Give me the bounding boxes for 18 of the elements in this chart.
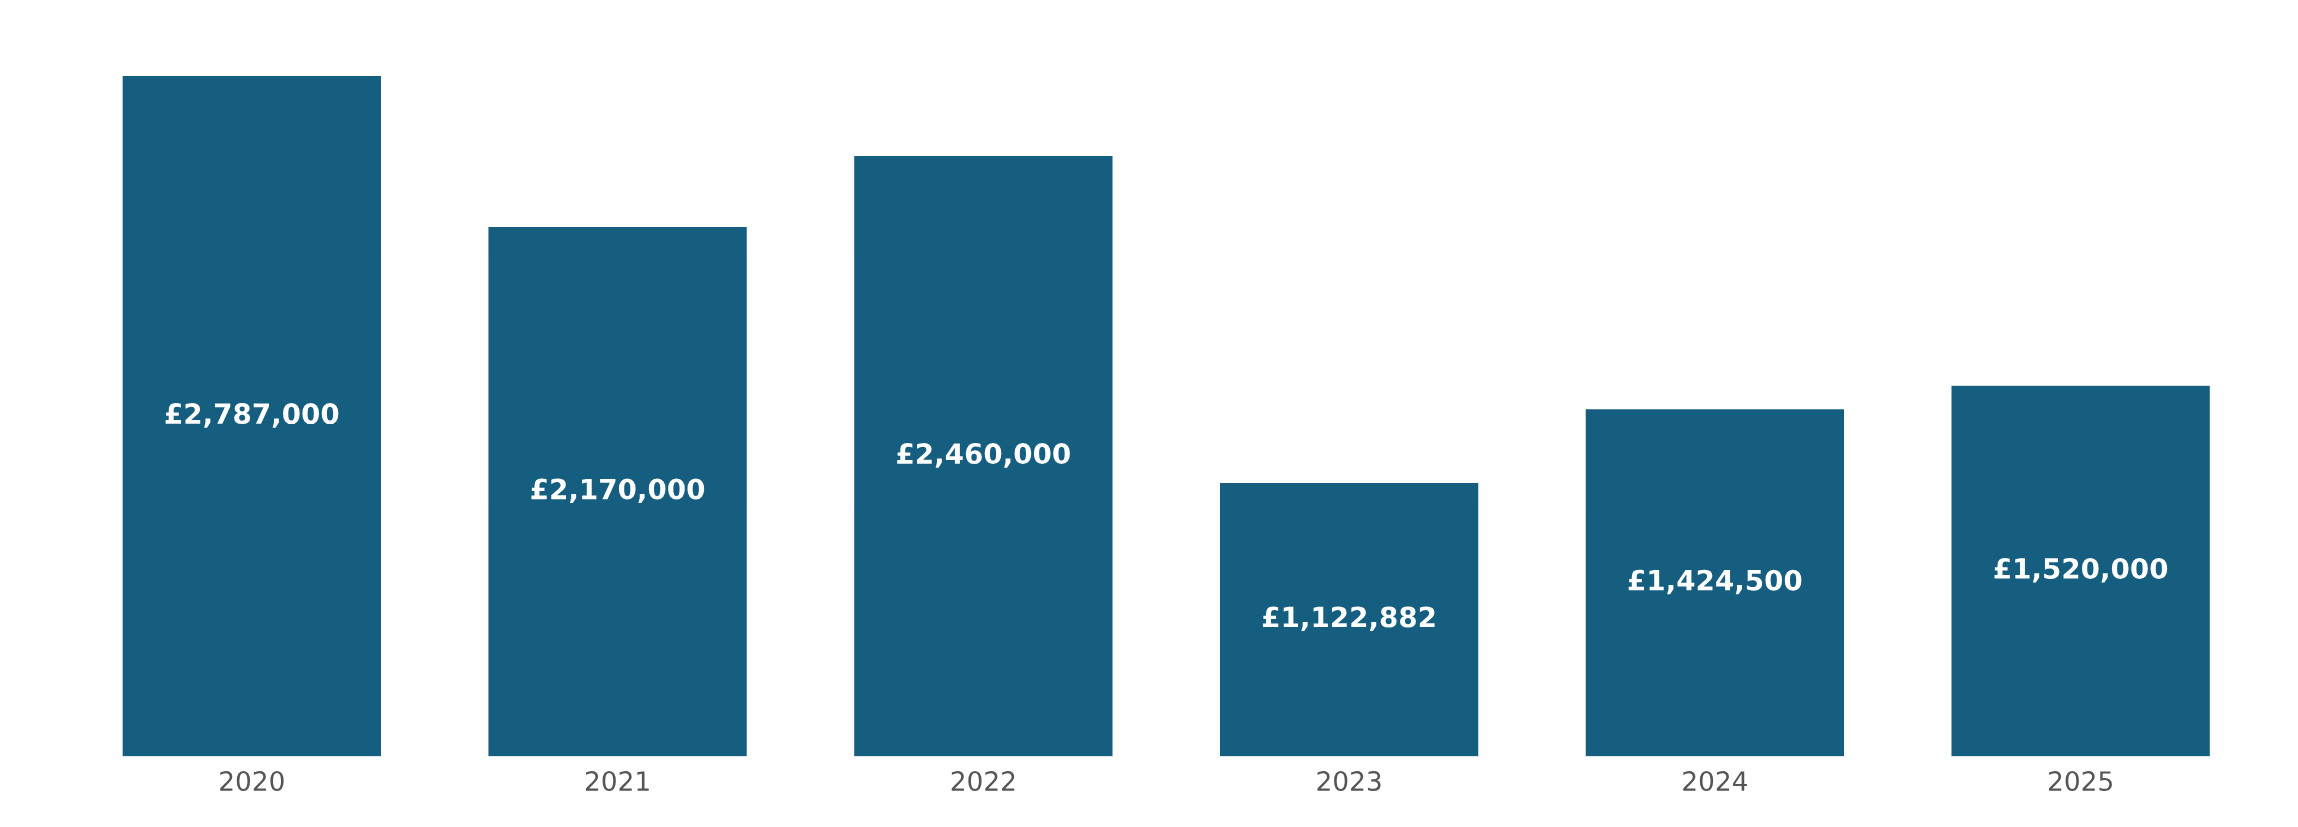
bar <box>1584 407 1846 757</box>
x-tick-label: 2021 <box>585 771 649 792</box>
bar <box>852 154 1114 757</box>
data-label: £2,170,000 <box>531 478 705 504</box>
data-label: £2,787,000 <box>165 403 339 428</box>
x-tick-label: 2023 <box>1317 771 1381 792</box>
bar <box>487 225 749 757</box>
data-label: £2,460,000 <box>897 443 1070 468</box>
bar <box>121 74 383 757</box>
x-tick-label: 2024 <box>1683 771 1747 792</box>
data-label: £1,424,500 <box>1628 569 1802 595</box>
data-label: £1,122,882 <box>1262 606 1435 632</box>
x-tick-label: 2020 <box>220 771 284 792</box>
bar <box>1218 481 1480 757</box>
data-label: £1,520,000 <box>1994 557 2168 583</box>
x-tick-label: 2025 <box>2049 771 2112 792</box>
bar <box>1950 384 2212 757</box>
x-tick-label: 2022 <box>951 771 1015 792</box>
